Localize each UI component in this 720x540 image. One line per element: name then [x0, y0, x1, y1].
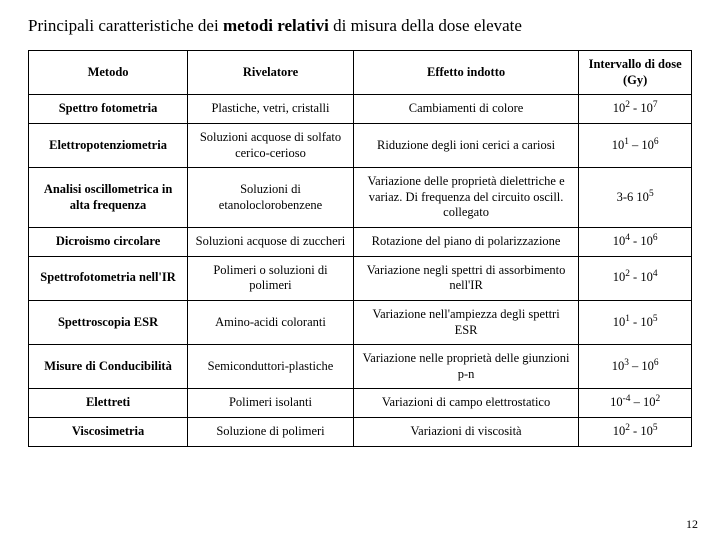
table-row: ElettretiPolimeri isolantiVariazioni di …: [29, 389, 692, 418]
cell-rivelatore: Polimeri o soluzioni di polimeri: [188, 256, 354, 300]
cell-effetto: Variazione delle proprietà dielettriche …: [353, 168, 578, 228]
cell-metodo: Dicroismo circolare: [29, 228, 188, 257]
cell-rivelatore: Soluzioni acquose di zuccheri: [188, 228, 354, 257]
cell-metodo: Spettro fotometria: [29, 95, 188, 124]
page-title: Principali caratteristiche dei metodi re…: [28, 16, 692, 36]
table-row: Analisi oscillometrica in alta frequenza…: [29, 168, 692, 228]
title-pre: Principali caratteristiche dei: [28, 16, 223, 35]
cell-rivelatore: Semiconduttori-plastiche: [188, 345, 354, 389]
cell-metodo: Analisi oscillometrica in alta frequenza: [29, 168, 188, 228]
cell-metodo: Spettroscopia ESR: [29, 300, 188, 344]
col-header-metodo: Metodo: [29, 51, 188, 95]
cell-dose: 101 – 106: [579, 123, 692, 167]
cell-metodo: Viscosimetria: [29, 418, 188, 447]
cell-effetto: Variazione nelle proprietà delle giunzio…: [353, 345, 578, 389]
cell-dose: 102 - 104: [579, 256, 692, 300]
cell-dose: 102 - 105: [579, 418, 692, 447]
table-header-row: Metodo Rivelatore Effetto indotto Interv…: [29, 51, 692, 95]
page-number: 12: [686, 517, 698, 532]
cell-rivelatore: Soluzione di polimeri: [188, 418, 354, 447]
cell-effetto: Variazioni di viscosità: [353, 418, 578, 447]
cell-effetto: Variazioni di campo elettrostatico: [353, 389, 578, 418]
cell-rivelatore: Soluzioni di etanoloclorobenzene: [188, 168, 354, 228]
table-row: ViscosimetriaSoluzione di polimeriVariaz…: [29, 418, 692, 447]
table-row: Dicroismo circolareSoluzioni acquose di …: [29, 228, 692, 257]
cell-dose: 3-6 105: [579, 168, 692, 228]
cell-dose: 102 - 107: [579, 95, 692, 124]
methods-table: Metodo Rivelatore Effetto indotto Interv…: [28, 50, 692, 447]
title-bold: metodi relativi: [223, 16, 329, 35]
cell-rivelatore: Polimeri isolanti: [188, 389, 354, 418]
cell-dose: 10-4 – 102: [579, 389, 692, 418]
cell-metodo: Elettropotenziometria: [29, 123, 188, 167]
cell-rivelatore: Plastiche, vetri, cristalli: [188, 95, 354, 124]
cell-dose: 104 - 106: [579, 228, 692, 257]
col-header-intervallo: Intervallo di dose (Gy): [579, 51, 692, 95]
table-row: Spettrofotometria nell'IRPolimeri o solu…: [29, 256, 692, 300]
cell-dose: 101 - 105: [579, 300, 692, 344]
cell-metodo: Elettreti: [29, 389, 188, 418]
cell-metodo: Misure di Conducibilità: [29, 345, 188, 389]
title-post: di misura della dose elevate: [329, 16, 522, 35]
col-header-rivelatore: Rivelatore: [188, 51, 354, 95]
table-row: ElettropotenziometriaSoluzioni acquose d…: [29, 123, 692, 167]
cell-effetto: Rotazione del piano di polarizzazione: [353, 228, 578, 257]
table-row: Spettro fotometriaPlastiche, vetri, cris…: [29, 95, 692, 124]
cell-rivelatore: Soluzioni acquose di solfato cerico-ceri…: [188, 123, 354, 167]
cell-effetto: Variazione nell'ampiezza degli spettri E…: [353, 300, 578, 344]
table-row: Misure di ConducibilitàSemiconduttori-pl…: [29, 345, 692, 389]
col-header-effetto: Effetto indotto: [353, 51, 578, 95]
cell-effetto: Cambiamenti di colore: [353, 95, 578, 124]
cell-metodo: Spettrofotometria nell'IR: [29, 256, 188, 300]
cell-dose: 103 – 106: [579, 345, 692, 389]
cell-effetto: Riduzione degli ioni cerici a cariosi: [353, 123, 578, 167]
table-row: Spettroscopia ESRAmino-acidi colorantiVa…: [29, 300, 692, 344]
cell-rivelatore: Amino-acidi coloranti: [188, 300, 354, 344]
cell-effetto: Variazione negli spettri di assorbimento…: [353, 256, 578, 300]
